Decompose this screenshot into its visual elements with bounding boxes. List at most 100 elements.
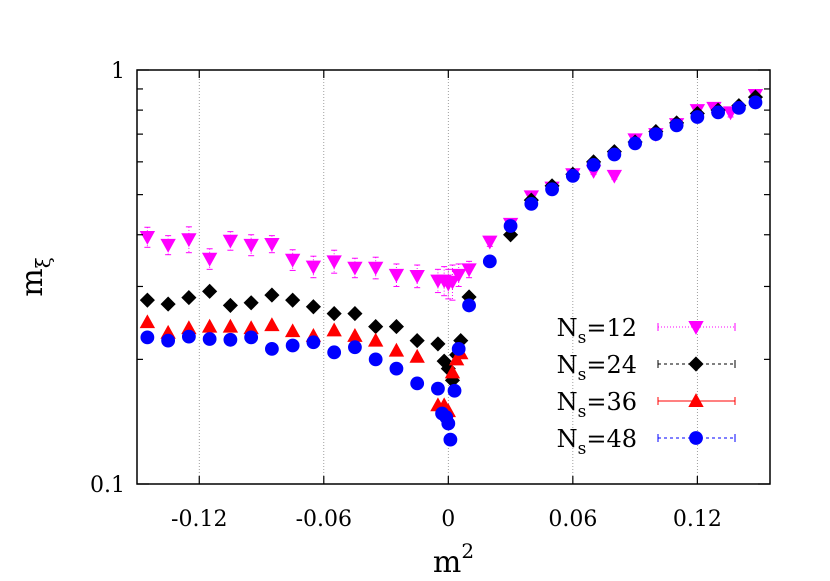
data-point <box>388 268 405 283</box>
legend-item: Ns=12 <box>557 314 736 348</box>
data-point <box>243 295 259 311</box>
x-tick-label: 0.12 <box>673 507 722 532</box>
data-point <box>731 100 746 115</box>
data-point <box>264 237 280 252</box>
data-point <box>223 332 238 347</box>
data-point <box>181 233 197 248</box>
data-point <box>284 253 301 268</box>
data-point <box>431 381 445 396</box>
data-point <box>139 292 155 308</box>
legend-label-subscript: s <box>578 439 587 459</box>
legend-label: Ns=36 <box>557 388 637 422</box>
data-point <box>524 196 539 211</box>
data-point <box>444 275 461 290</box>
x-tick-label: -0.06 <box>296 507 352 532</box>
legend-label-base: N <box>557 351 578 379</box>
data-point <box>410 376 425 391</box>
legend-label-base: N <box>557 425 578 453</box>
data-point <box>388 342 405 357</box>
data-point <box>327 345 342 360</box>
data-point <box>586 157 601 172</box>
tick-labels: -0.12 -0.06 0 0.06 0.12 1 0.1 <box>90 59 722 532</box>
data-point <box>264 317 280 332</box>
y-axis-label-subscript: ξ <box>31 257 55 268</box>
data-point <box>430 336 446 352</box>
data-point <box>160 238 176 253</box>
data-point <box>285 338 300 353</box>
data-point <box>222 234 239 249</box>
legend-item: Ns=48 <box>557 425 736 459</box>
data-layer <box>139 89 764 447</box>
legend-label-base: N <box>557 388 578 416</box>
ticks <box>137 69 770 485</box>
data-point <box>748 95 763 110</box>
legend-label-suffix: =48 <box>586 425 637 453</box>
data-point <box>461 263 477 278</box>
data-point <box>201 252 218 267</box>
legend-label-subscript: s <box>578 365 587 385</box>
x-axis-label-base: m <box>433 545 461 580</box>
y-tick-label: 0.1 <box>90 473 125 498</box>
legend-marker <box>688 320 704 335</box>
legend-label: Ns=48 <box>557 425 637 459</box>
data-point <box>285 292 301 308</box>
data-point <box>409 333 425 349</box>
y-axis-label: mξ <box>15 257 55 296</box>
legend-label: Ns=24 <box>557 351 637 385</box>
series-Ns-48 <box>140 95 763 447</box>
data-point <box>222 318 239 333</box>
data-point <box>368 352 383 367</box>
data-point <box>711 105 726 120</box>
x-axis-label: m2 <box>433 539 474 580</box>
data-point <box>482 235 498 250</box>
data-point <box>388 319 404 335</box>
legend-label-suffix: =12 <box>586 314 637 342</box>
data-point <box>367 332 384 347</box>
data-point <box>181 329 196 344</box>
data-point <box>348 340 362 355</box>
data-point <box>305 260 322 275</box>
data-point <box>326 255 342 270</box>
data-point <box>565 168 580 183</box>
data-point <box>243 238 259 253</box>
data-point <box>244 330 259 345</box>
data-point <box>284 323 301 338</box>
legend-label-subscript: s <box>578 402 587 422</box>
data-point <box>462 298 476 313</box>
data-point <box>648 127 663 142</box>
legend-label: Ns=12 <box>557 314 637 348</box>
plot-frame <box>136 69 771 485</box>
data-point <box>181 290 197 306</box>
data-point <box>264 287 280 303</box>
data-point <box>306 335 321 350</box>
data-point <box>161 333 176 348</box>
data-point <box>139 231 156 245</box>
data-point <box>606 169 623 184</box>
data-point <box>347 261 363 276</box>
data-point <box>389 361 404 376</box>
data-point <box>139 314 156 329</box>
legend-label-suffix: =24 <box>586 351 637 379</box>
x-tick-label: -0.12 <box>171 507 227 532</box>
data-point <box>503 219 518 233</box>
x-tick-label: 0.06 <box>548 507 597 532</box>
x-axis-label-superscript: 2 <box>461 539 474 563</box>
data-point <box>347 306 363 322</box>
data-point <box>444 364 461 379</box>
y-axis-label-base: m <box>15 268 50 296</box>
data-point <box>222 297 238 313</box>
data-point <box>265 341 279 356</box>
data-point <box>451 341 466 356</box>
legend-label-suffix: =36 <box>586 388 637 416</box>
x-tick-label: 0 <box>441 507 455 532</box>
data-point <box>451 268 467 283</box>
data-point <box>443 432 458 447</box>
data-point <box>202 283 218 299</box>
legend-label-base: N <box>557 314 578 342</box>
legend-marker <box>689 431 703 445</box>
data-point <box>326 306 342 322</box>
legend-label-subscript: s <box>578 328 587 348</box>
data-point <box>628 136 642 151</box>
